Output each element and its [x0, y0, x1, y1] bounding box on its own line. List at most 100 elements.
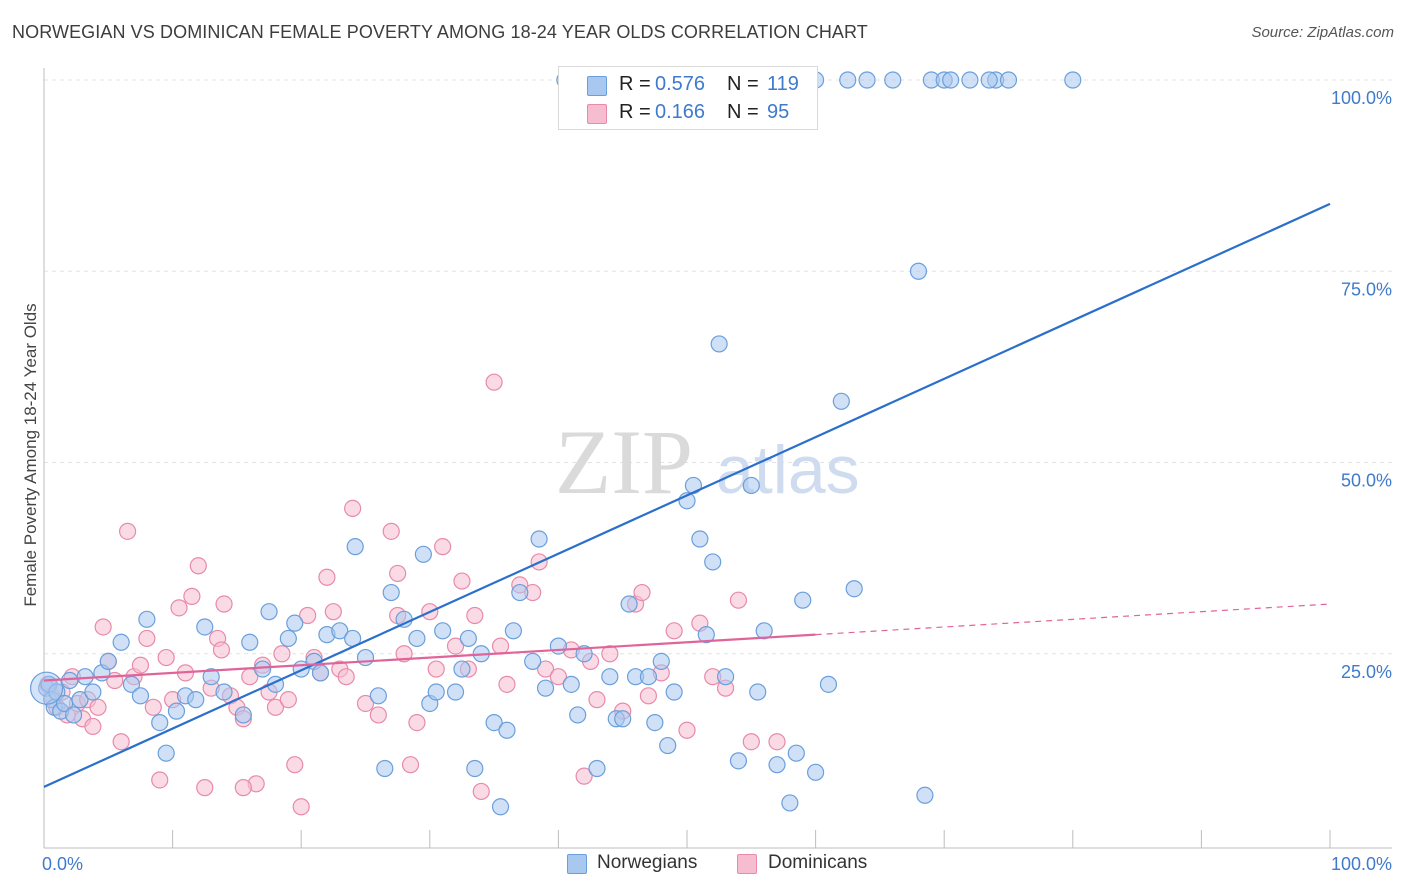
dominican-point [112, 733, 130, 751]
dominican-point [183, 587, 201, 605]
dominican-trend-extension [815, 603, 1331, 636]
dominican-point [369, 706, 387, 724]
y-tick-label: 50.0% [1341, 471, 1392, 491]
norwegian-point [858, 71, 876, 89]
norwegian-point [459, 629, 477, 648]
norwegian-point [466, 759, 484, 778]
dominican-point [389, 564, 407, 583]
r-label: R = [619, 73, 651, 95]
dominican-point [170, 599, 188, 617]
norwegian-point [524, 652, 542, 671]
source-label: Source: ZipAtlas.com [1251, 24, 1394, 41]
dominican-trend-line [43, 633, 816, 682]
dominican-point [94, 618, 112, 636]
norwegian-point [434, 622, 452, 640]
dominican-point [678, 721, 696, 739]
norwegian-point [71, 691, 89, 709]
norwegian-point [131, 687, 150, 705]
norwegian-point [376, 759, 394, 778]
norwegian-point [749, 683, 767, 701]
norwegian-point [408, 629, 426, 648]
dominican-point [299, 606, 317, 625]
norwegian-point [909, 262, 928, 280]
norwegian-point [697, 626, 715, 644]
norwegian-legend-swatch [567, 854, 587, 874]
norwegian-point [961, 71, 979, 89]
dominican-point [131, 656, 150, 674]
norwegian-point [652, 652, 670, 671]
norwegian-point [112, 633, 130, 651]
dominican-point [742, 733, 760, 751]
norwegian-point [504, 622, 522, 640]
legend-norwegians: Norwegians [597, 852, 698, 873]
norwegian-point [665, 683, 683, 701]
dominican-point [498, 675, 516, 693]
norwegian-point [99, 652, 117, 671]
norwegian-point [768, 756, 786, 774]
dominican-point [337, 668, 355, 686]
norwegian-point [999, 71, 1018, 89]
legend-row-norwegians: R = 0.576 N = 119 [559, 71, 817, 99]
norwegian-point [884, 71, 902, 89]
dominican-point [536, 660, 555, 678]
norwegian-point [916, 786, 934, 804]
norwegian-point [781, 794, 799, 812]
legend-row-dominicans: R = 0.166 N = 95 [559, 99, 817, 127]
norwegian-point [659, 736, 677, 755]
norwegian-point [138, 610, 156, 628]
y-tick-label: 100.0% [1331, 88, 1392, 108]
norwegian-point [369, 687, 387, 705]
norwegian-point [980, 71, 998, 89]
norwegian-point [157, 744, 175, 762]
norwegian-point [498, 721, 516, 739]
norwegian-point [254, 660, 272, 678]
norwegian-point [832, 392, 850, 410]
norwegian-point [167, 702, 186, 720]
y-tick-label: 75.0% [1341, 279, 1392, 299]
n-label: N = [727, 101, 759, 123]
dominican-point [292, 798, 310, 816]
dominican-point [549, 668, 568, 686]
norwegian-point [639, 668, 658, 686]
correlation-legend: R = 0.576 N = 119 R = 0.166 N = 95 [558, 66, 818, 130]
grid-lines [44, 79, 1392, 655]
dominican-point [601, 645, 619, 663]
n-label: N = [727, 73, 759, 95]
dominican-point [324, 603, 342, 621]
norwegian-point [331, 622, 349, 640]
dominican-point [215, 595, 233, 613]
dominican-point [453, 572, 471, 590]
tick-labels: 25.0% 50.0% 75.0% 100.0% 0.0% 100.0% [42, 88, 1392, 874]
norwegian-point [241, 633, 259, 651]
norwegian-point [569, 706, 587, 724]
norwegian-point [530, 530, 548, 548]
dominican-point [427, 660, 445, 678]
x-tick-label: 100.0% [1331, 854, 1392, 874]
x-tick-label: 0.0% [42, 854, 83, 874]
dominican-point [273, 645, 291, 663]
norwegian-trend-line [43, 202, 1331, 788]
y-tick-label: 25.0% [1341, 662, 1392, 682]
dominican-point [639, 687, 658, 705]
norwegian-point [588, 759, 606, 778]
norwegian-point [942, 71, 960, 89]
dominican-point [401, 756, 420, 774]
norwegian-point [382, 583, 400, 602]
norwegian-point [395, 610, 413, 628]
norwegian-point [614, 710, 632, 728]
r-label: R = [619, 101, 651, 123]
dominican-point [491, 637, 510, 655]
norwegian-point [704, 553, 722, 571]
dominican-point [434, 538, 452, 556]
watermark-atlas: atlas [716, 432, 860, 508]
norwegian-point [646, 713, 664, 732]
norwegian-point [286, 614, 304, 632]
norwegian-point [485, 713, 503, 732]
dominican-point [768, 733, 786, 751]
norwegian-point [845, 580, 863, 598]
watermark-zip: ZIP [555, 411, 693, 513]
dominican-point [408, 713, 426, 732]
dominican-swatch [587, 104, 607, 124]
norwegian-point [710, 335, 728, 353]
norwegian-point [729, 752, 748, 770]
